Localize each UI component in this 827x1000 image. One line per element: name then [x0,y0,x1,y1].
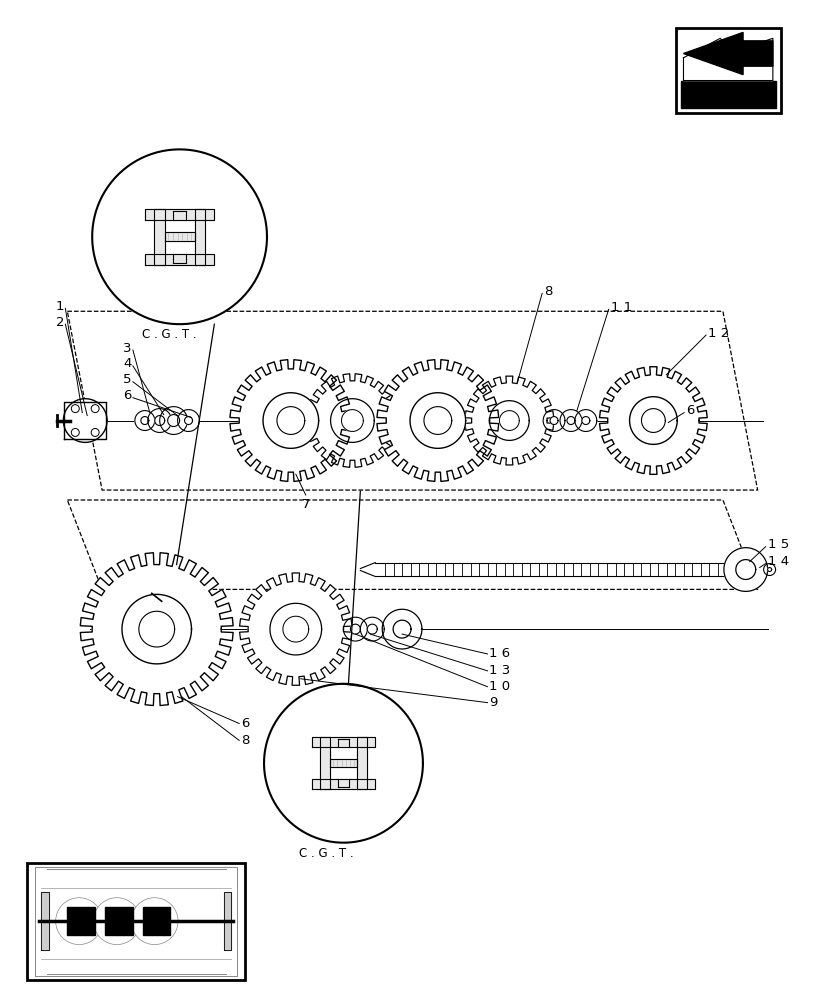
Polygon shape [139,611,174,647]
Polygon shape [276,407,304,434]
Polygon shape [194,209,205,265]
Polygon shape [735,560,755,579]
Polygon shape [148,409,171,432]
Polygon shape [263,393,318,448]
Text: 8: 8 [241,734,249,747]
Polygon shape [283,616,308,642]
Bar [675,28,780,113]
Polygon shape [393,620,410,638]
Polygon shape [375,563,727,576]
Polygon shape [559,410,581,431]
Polygon shape [723,548,767,591]
Polygon shape [160,407,187,434]
Polygon shape [80,553,233,706]
Text: 6: 6 [686,404,694,417]
Polygon shape [367,624,377,634]
Text: 3: 3 [123,342,131,355]
Text: 2: 2 [55,316,65,329]
Polygon shape [122,594,191,664]
Polygon shape [41,892,50,950]
Polygon shape [767,568,771,572]
Polygon shape [409,393,465,448]
Text: 6: 6 [241,717,249,730]
Text: 1 5: 1 5 [767,538,788,551]
Text: C . G . T .: C . G . T . [141,328,196,341]
Text: 1 6: 1 6 [489,647,510,660]
Polygon shape [341,410,363,431]
Polygon shape [581,417,589,425]
Text: 1: 1 [55,300,65,313]
Polygon shape [230,360,351,481]
Polygon shape [762,564,775,575]
Circle shape [93,898,140,945]
Polygon shape [549,417,557,425]
Polygon shape [574,410,596,431]
Polygon shape [350,624,360,634]
Text: 1 1: 1 1 [610,301,631,314]
Polygon shape [239,573,351,685]
Text: 1 4: 1 4 [767,555,788,568]
Polygon shape [223,892,232,950]
Polygon shape [67,907,95,935]
Polygon shape [682,32,772,75]
Polygon shape [543,410,564,431]
Polygon shape [641,409,665,432]
Polygon shape [566,417,574,425]
Polygon shape [155,416,165,426]
Text: 1 3: 1 3 [489,664,510,677]
Circle shape [91,405,99,413]
Text: 1 2: 1 2 [707,327,729,340]
Polygon shape [680,81,775,108]
Polygon shape [682,38,772,81]
Circle shape [131,898,178,945]
Polygon shape [167,415,179,426]
Polygon shape [499,411,519,430]
Text: 7: 7 [301,498,309,511]
Polygon shape [184,417,192,425]
Text: 6: 6 [123,389,131,402]
Text: C . G . T .: C . G . T . [299,847,353,860]
Polygon shape [64,399,107,442]
Polygon shape [329,759,357,767]
Polygon shape [154,209,165,265]
Polygon shape [177,410,199,431]
Polygon shape [65,402,106,439]
Polygon shape [464,376,553,465]
Polygon shape [135,411,155,430]
Polygon shape [311,737,375,747]
Circle shape [71,428,79,436]
Circle shape [91,428,99,436]
Polygon shape [360,617,384,641]
Polygon shape [145,209,213,220]
Polygon shape [330,399,374,442]
Circle shape [71,405,79,413]
Polygon shape [343,617,367,641]
Circle shape [55,898,103,945]
Polygon shape [357,737,367,789]
Polygon shape [141,417,149,425]
Polygon shape [423,407,452,434]
Text: 4: 4 [123,357,131,370]
Polygon shape [599,367,706,474]
Text: 9: 9 [489,696,497,709]
Polygon shape [264,684,423,843]
Text: 8: 8 [543,285,552,298]
Polygon shape [105,907,132,935]
Polygon shape [270,603,321,655]
Text: 5: 5 [123,373,131,386]
Polygon shape [629,397,676,444]
Polygon shape [319,737,329,789]
Polygon shape [382,609,422,649]
Polygon shape [305,374,399,467]
Polygon shape [311,779,375,789]
Polygon shape [489,401,528,440]
Text: 1 0: 1 0 [489,680,510,693]
Polygon shape [376,360,498,481]
Bar [27,863,245,980]
Polygon shape [165,232,194,241]
Polygon shape [142,907,170,935]
Polygon shape [145,254,213,265]
Polygon shape [92,149,266,324]
